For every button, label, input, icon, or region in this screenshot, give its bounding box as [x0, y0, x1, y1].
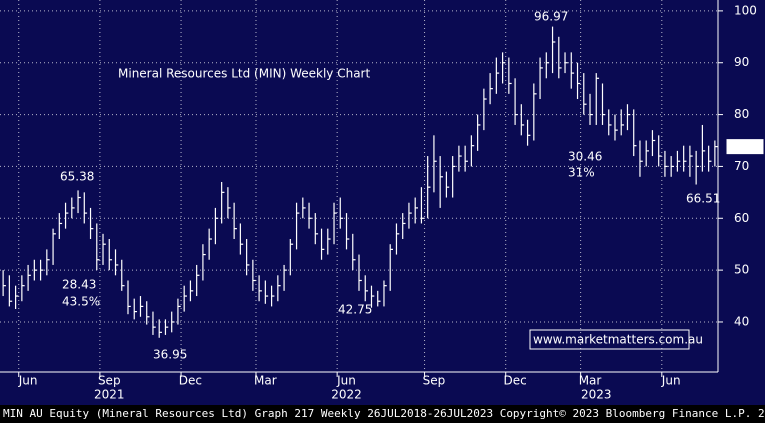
- x-tick-label: Dec: [503, 374, 526, 388]
- background: [0, 0, 765, 405]
- x-tick-label: Sep: [423, 374, 446, 388]
- annotation: 96.97: [534, 10, 568, 24]
- x-tick-label: Mar: [579, 374, 602, 388]
- y-tick-label: 100: [734, 3, 757, 17]
- footer: MIN AU Equity (Mineral Resources Ltd) Gr…: [3, 407, 765, 420]
- watermark: www.marketmatters.com.au: [533, 333, 703, 347]
- y-tick-label: 50: [734, 263, 749, 277]
- x-tick-label: Jun: [661, 374, 681, 388]
- y-tick-label: 60: [734, 211, 749, 225]
- y-tick-label: 80: [734, 107, 749, 121]
- year-label: 2021: [94, 388, 125, 402]
- annotation: 36.95: [153, 348, 187, 362]
- x-tick-label: Sep: [98, 374, 121, 388]
- annotation: 31%: [568, 166, 595, 180]
- x-tick-label: Dec: [179, 374, 202, 388]
- last-price-label: 73.82: [728, 139, 762, 153]
- annotation: 30.46: [568, 150, 602, 164]
- y-tick-label: 40: [734, 314, 749, 328]
- annotation: 65.38: [60, 170, 94, 184]
- y-tick-label: 90: [734, 55, 749, 69]
- year-label: 2022: [331, 388, 362, 402]
- x-tick-label: Jun: [336, 374, 356, 388]
- y-tick-label: 70: [734, 159, 749, 173]
- x-tick-label: Jun: [18, 374, 38, 388]
- last-price-box: [725, 138, 765, 156]
- annotation: 66.51: [686, 192, 720, 206]
- annotation: 28.43: [62, 278, 96, 292]
- annotation: 42.75: [338, 303, 372, 317]
- watermark-box: [529, 329, 690, 350]
- year-label: 2023: [581, 388, 612, 402]
- chart-title: Mineral Resources Ltd (MIN) Weekly Chart: [118, 67, 370, 81]
- footer-strip: [0, 405, 765, 423]
- x-tick-label: Mar: [254, 374, 277, 388]
- annotation: 43.5%: [62, 295, 100, 309]
